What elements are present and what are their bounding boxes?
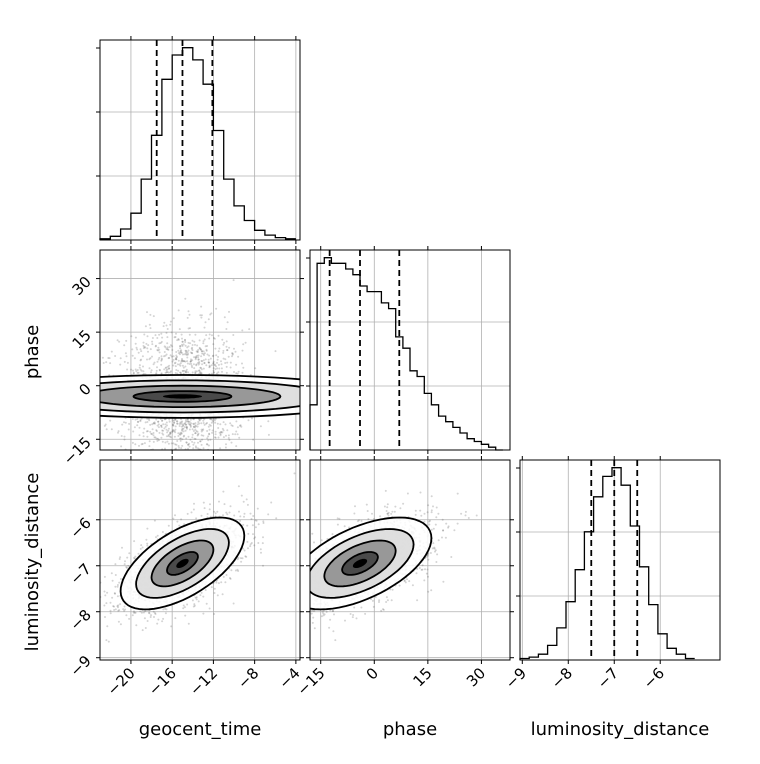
y-tick-label-phase: 15 bbox=[69, 326, 95, 352]
x-tick-label-luminosity-distance: −6 bbox=[640, 664, 668, 692]
panel-2d-content bbox=[99, 460, 300, 660]
x-tick-label-geocent-time: −8 bbox=[234, 664, 262, 692]
x-tick-label-phase: 0 bbox=[363, 664, 382, 683]
y-tick-label-luminosity-distance: −8 bbox=[66, 606, 94, 634]
x-tick-label-phase: 15 bbox=[409, 664, 435, 690]
x-tick-label-luminosity-distance: −8 bbox=[548, 664, 576, 692]
x-axis-title-geocent-time: geocent_time bbox=[139, 719, 262, 740]
y-tick-label-phase: 0 bbox=[75, 380, 94, 399]
histogram-luminosity-distance bbox=[520, 468, 695, 660]
y-tick-label-luminosity-distance: −9 bbox=[66, 652, 94, 680]
y-axis-title-luminosity-distance: luminosity_distance bbox=[22, 473, 43, 652]
x-axis-title-luminosity-distance: luminosity_distance bbox=[531, 719, 710, 740]
y-tick-label-phase: −15 bbox=[60, 433, 95, 468]
panel-2d-content bbox=[289, 460, 510, 660]
x-tick-label-geocent-time: −16 bbox=[145, 664, 180, 699]
panel-hist-luminosity-distance: −9 −8 −7 −6 bbox=[502, 456, 720, 692]
panel-2d-geocent-time-luminosity-distance: −20−16−12−8−4−9−8−7−6 bbox=[66, 456, 304, 699]
panel-frame-geocent-time bbox=[100, 40, 300, 240]
x-tick-label-luminosity-distance: −7 bbox=[594, 664, 622, 692]
histogram-phase bbox=[310, 258, 503, 450]
y-tick-label-luminosity-distance: −6 bbox=[66, 514, 94, 542]
sample-points bbox=[100, 279, 283, 451]
panel-frame-luminosity-distance bbox=[520, 460, 720, 660]
panel-2d-content bbox=[0, 250, 378, 451]
x-tick-label-geocent-time: −12 bbox=[186, 664, 221, 699]
y-axis-title-phase: phase bbox=[22, 325, 43, 379]
x-tick-label-phase: −15 bbox=[293, 664, 328, 699]
x-axis-title-phase: phase bbox=[383, 719, 437, 740]
x-tick-label-phase: 30 bbox=[463, 664, 489, 690]
panel-hist-geocent-time bbox=[96, 36, 300, 244]
x-tick-label-luminosity-distance: −9 bbox=[502, 664, 530, 692]
panel-hist-phase bbox=[306, 246, 510, 454]
panel-2d-geocent-time-phase: −15 0 15 30 bbox=[0, 246, 378, 468]
x-tick-label-geocent-time: −20 bbox=[104, 664, 139, 699]
histogram-geocent-time bbox=[100, 48, 296, 240]
y-tick-label-phase: 30 bbox=[69, 273, 95, 299]
y-tick-label-luminosity-distance: −7 bbox=[66, 560, 94, 588]
panel-2d-phase-luminosity-distance: −15 0 15 30 bbox=[289, 456, 514, 699]
